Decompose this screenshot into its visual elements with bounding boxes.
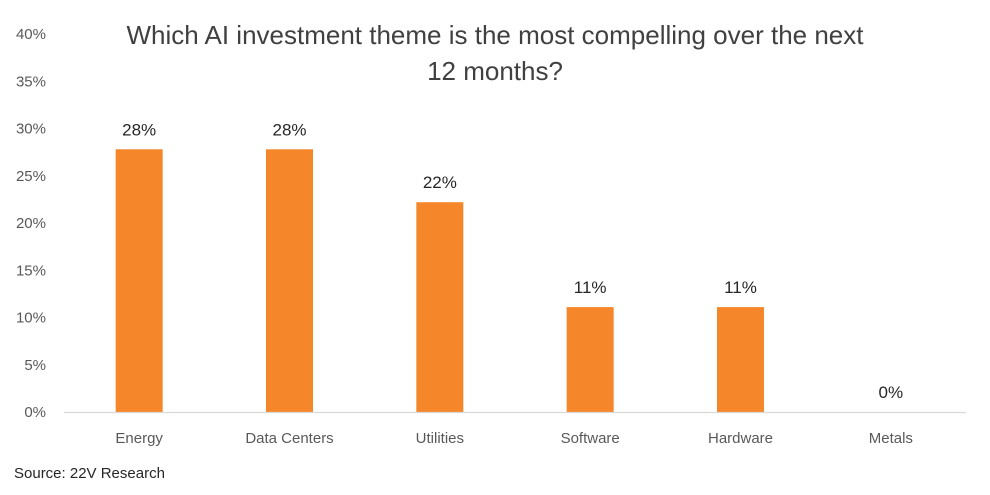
x-tick-label: Hardware: [708, 430, 773, 447]
bar: [266, 149, 313, 413]
data-label: 28%: [122, 120, 156, 139]
bar: [566, 307, 614, 412]
y-tick-label: 15%: [16, 262, 46, 279]
y-tick-label: 10%: [16, 310, 46, 327]
y-tick-label: 30%: [16, 121, 46, 138]
y-tick-label: 40%: [16, 26, 46, 43]
chart-title: Which AI investment theme is the most co…: [126, 20, 864, 86]
data-label: 11%: [574, 278, 607, 297]
data-labels: 28% 28% 22% 11% 11% 0%: [122, 120, 903, 402]
chart-title-line-2: 12 months?: [427, 56, 563, 86]
chart-title-line-1: Which AI investment theme is the most co…: [126, 20, 864, 50]
bars: [115, 149, 764, 413]
y-tick-label: 25%: [16, 168, 46, 185]
x-tick-label: Software: [561, 430, 620, 447]
bar: [115, 149, 163, 413]
data-label: 11%: [724, 278, 757, 297]
y-tick-label: 35%: [16, 73, 46, 90]
y-tick-label: 0%: [24, 404, 46, 421]
data-label: 22%: [423, 173, 457, 192]
x-tick-label: Utilities: [416, 430, 464, 447]
y-axis: 0% 5% 10% 15% 20% 25% 30% 35% 40%: [16, 26, 46, 421]
x-tick-label: Data Centers: [245, 430, 333, 447]
bar: [416, 202, 464, 412]
x-tick-label: Energy: [115, 430, 163, 447]
x-tick-label: Metals: [869, 430, 913, 447]
data-label: 28%: [272, 120, 306, 139]
y-tick-label: 5%: [24, 357, 46, 374]
source-note: Source: 22V Research: [14, 465, 165, 482]
y-tick-label: 20%: [16, 215, 46, 232]
data-label: 0%: [879, 383, 904, 402]
bar: [717, 307, 764, 412]
x-axis: Energy Data Centers Utilities Software Hardw…: [64, 411, 966, 447]
